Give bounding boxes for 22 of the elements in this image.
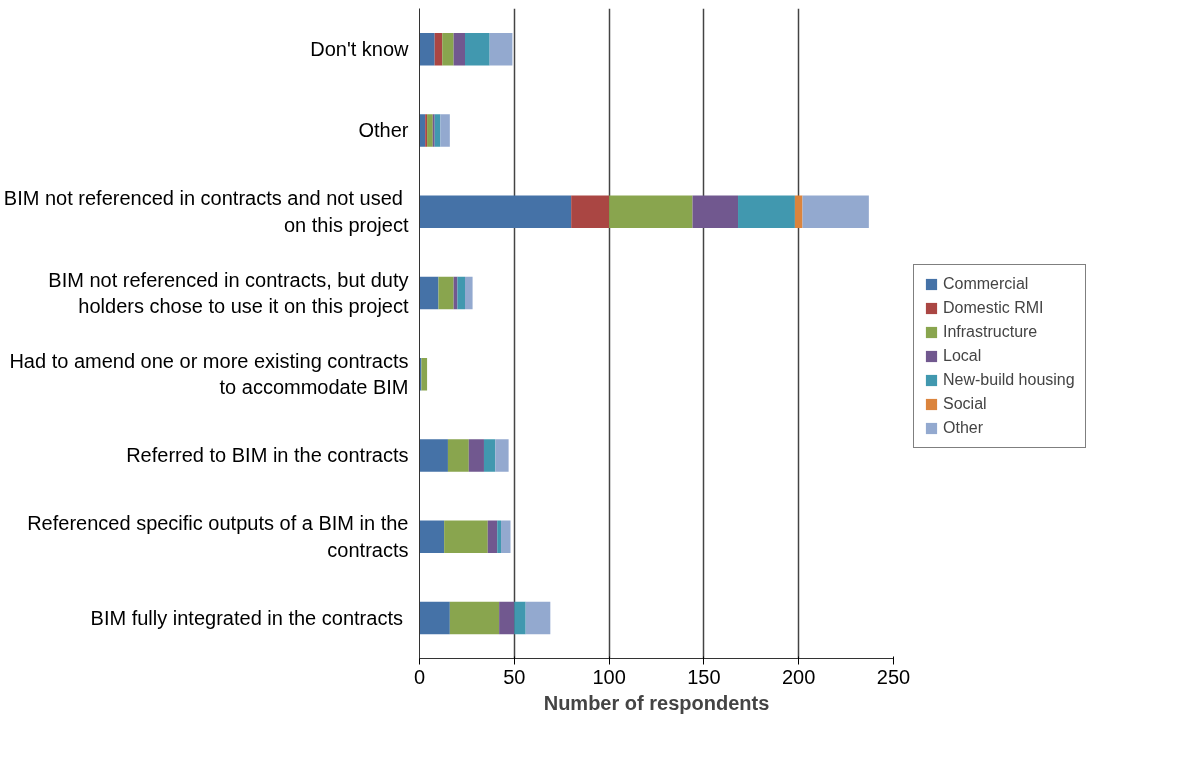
- legend-label: New-build housing: [943, 371, 1075, 389]
- x-tick-label: 50: [503, 665, 526, 688]
- x-axis-title: Number of respondents: [543, 691, 770, 714]
- x-tick-label: 200: [782, 665, 816, 688]
- x-tick-label: 100: [592, 665, 626, 688]
- legend-label: Domestic RMI: [943, 299, 1044, 317]
- legend-label: Infrastructure: [943, 323, 1038, 341]
- y-tick-label: Don't know: [310, 38, 410, 61]
- legend-label: Local: [943, 347, 982, 365]
- y-tick-label: Other: [358, 119, 409, 142]
- y-tick-label: BIM not referenced in contracts and not used on this project: [3, 187, 409, 236]
- y-tick-label: Referenced specific outputs of a BIM in the contracts: [27, 512, 409, 561]
- y-tick-label: BIM fully integrated in the contracts: [90, 606, 403, 629]
- x-tick-label: 0: [413, 665, 426, 688]
- y-tick-label: Had to amend one or more existing contracts to accommodate BIM: [9, 349, 409, 399]
- legend-label: Social: [943, 395, 987, 413]
- x-tick-label: 250: [876, 665, 911, 688]
- x-tick-label: 150: [687, 665, 721, 688]
- y-tick-label: BIM not referenced in contracts, but duty holders chose to use it on this project: [48, 268, 409, 318]
- y-tick-label: Referred to BIM in the contracts: [126, 444, 409, 467]
- legend-label: Commercial: [943, 275, 1029, 293]
- legend-label: Other: [943, 419, 984, 437]
